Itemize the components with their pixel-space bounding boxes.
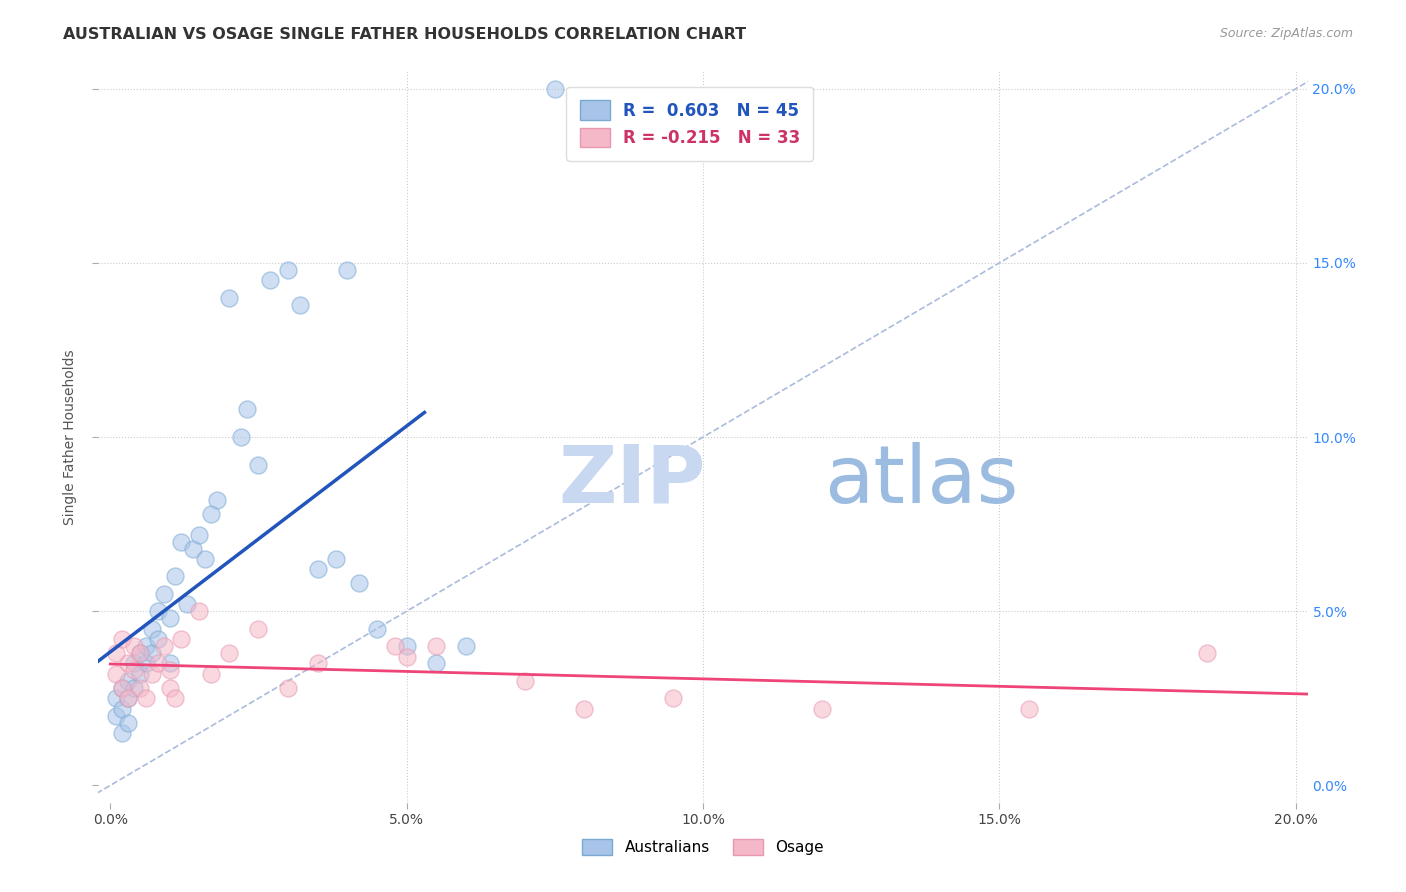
- Point: [235, 402, 257, 417]
- Point: [229, 430, 252, 444]
- Point: [1018, 702, 1040, 716]
- Point: [122, 639, 145, 653]
- Point: [117, 691, 139, 706]
- Point: [141, 667, 163, 681]
- Point: [181, 541, 204, 556]
- Point: [205, 492, 228, 507]
- Point: [122, 664, 145, 678]
- Point: [105, 667, 128, 681]
- Text: AUSTRALIAN VS OSAGE SINGLE FATHER HOUSEHOLDS CORRELATION CHART: AUSTRALIAN VS OSAGE SINGLE FATHER HOUSEH…: [63, 27, 747, 42]
- Point: [117, 691, 139, 706]
- Point: [307, 562, 329, 576]
- Point: [425, 639, 447, 653]
- Point: [165, 691, 187, 706]
- Point: [105, 691, 128, 706]
- Point: [454, 639, 477, 653]
- Point: [395, 639, 418, 653]
- Point: [111, 632, 134, 646]
- Text: atlas: atlas: [824, 442, 1018, 520]
- Point: [129, 646, 152, 660]
- Point: [194, 552, 217, 566]
- Point: [111, 702, 134, 716]
- Point: [188, 604, 211, 618]
- Point: [135, 657, 157, 671]
- Point: [288, 298, 311, 312]
- Point: [810, 702, 832, 716]
- Point: [129, 646, 152, 660]
- Point: [129, 681, 152, 695]
- Point: [117, 715, 139, 730]
- Point: [170, 534, 193, 549]
- Point: [152, 587, 174, 601]
- Text: ZIP: ZIP: [558, 442, 706, 520]
- Point: [159, 664, 181, 678]
- Point: [165, 569, 187, 583]
- Point: [111, 726, 134, 740]
- Point: [200, 507, 222, 521]
- Point: [159, 681, 181, 695]
- Legend: Australians, Osage: Australians, Osage: [575, 833, 831, 861]
- Point: [1195, 646, 1218, 660]
- Point: [347, 576, 370, 591]
- Point: [135, 691, 157, 706]
- Point: [247, 458, 270, 472]
- Point: [152, 639, 174, 653]
- Point: [122, 657, 145, 671]
- Point: [384, 639, 406, 653]
- Point: [129, 667, 152, 681]
- Point: [218, 646, 240, 660]
- Point: [176, 597, 198, 611]
- Point: [117, 673, 139, 688]
- Point: [336, 263, 359, 277]
- Point: [146, 657, 169, 671]
- Point: [259, 273, 281, 287]
- Point: [111, 681, 134, 695]
- Point: [146, 604, 169, 618]
- Point: [425, 657, 447, 671]
- Point: [105, 646, 128, 660]
- Point: [307, 657, 329, 671]
- Point: [117, 657, 139, 671]
- Point: [247, 622, 270, 636]
- Point: [135, 639, 157, 653]
- Point: [170, 632, 193, 646]
- Point: [366, 622, 388, 636]
- Point: [146, 632, 169, 646]
- Point: [111, 681, 134, 695]
- Point: [662, 691, 685, 706]
- Y-axis label: Single Father Households: Single Father Households: [63, 350, 77, 524]
- Point: [218, 291, 240, 305]
- Point: [200, 667, 222, 681]
- Point: [325, 552, 347, 566]
- Point: [395, 649, 418, 664]
- Point: [141, 622, 163, 636]
- Point: [574, 702, 596, 716]
- Point: [515, 673, 537, 688]
- Point: [544, 82, 567, 96]
- Point: [159, 611, 181, 625]
- Point: [122, 681, 145, 695]
- Point: [159, 657, 181, 671]
- Point: [277, 681, 299, 695]
- Point: [141, 646, 163, 660]
- Point: [188, 527, 211, 541]
- Point: [105, 708, 128, 723]
- Text: Source: ZipAtlas.com: Source: ZipAtlas.com: [1219, 27, 1353, 40]
- Point: [277, 263, 299, 277]
